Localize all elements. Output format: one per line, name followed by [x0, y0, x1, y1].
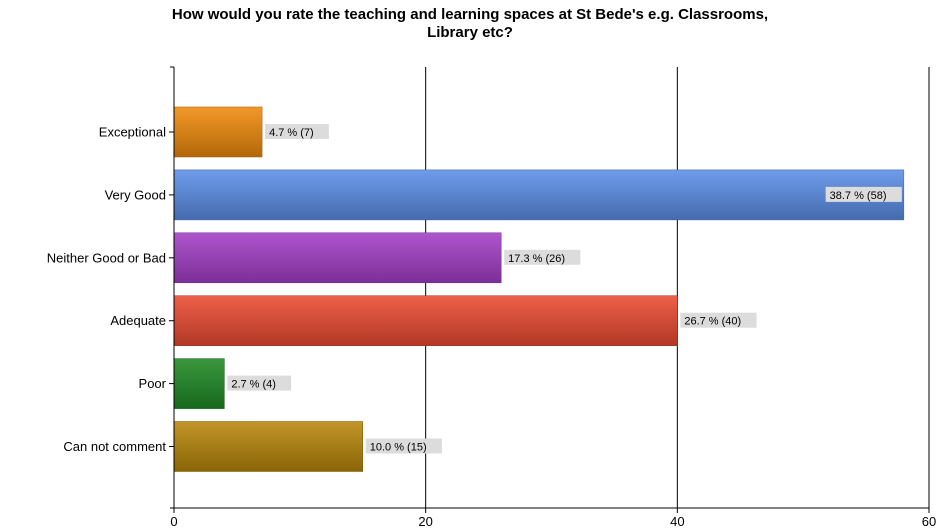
data-label-text: 17.3 % (26) — [508, 253, 565, 265]
data-label: 10.0 % (15) — [365, 438, 442, 454]
data-label-box — [365, 438, 442, 454]
data-label-text: 10.0 % (15) — [370, 442, 427, 454]
data-label: 2.7 % (4) — [227, 375, 292, 391]
data-label: 26.7 % (40) — [680, 312, 757, 328]
category-label: Very Good — [105, 187, 166, 202]
grid-lines — [425, 67, 930, 508]
bar — [173, 106, 263, 158]
data-label-box — [680, 312, 757, 328]
x-tick-label: 0 — [170, 514, 177, 529]
axes — [169, 66, 930, 513]
data-label-text: 26.7 % (40) — [684, 316, 741, 328]
bar — [173, 358, 225, 409]
bar — [173, 295, 678, 346]
chart-title-line-2: Library etc? — [427, 24, 513, 41]
category-label: Poor — [139, 376, 167, 391]
category-label: Can not comment — [63, 439, 166, 454]
category-label: Neither Good or Bad — [47, 250, 166, 265]
chart-title-line-1: How would you rate the teaching and lear… — [171, 6, 769, 23]
category-label: Exceptional — [99, 125, 166, 140]
data-label: 4.7 % (7) — [265, 124, 329, 139]
data-label-text: 38.7 % (58) — [830, 190, 887, 202]
data-label: 17.3 % (26) — [504, 249, 581, 265]
x-tick-label: 40 — [670, 514, 684, 529]
category-label: Adequate — [110, 313, 166, 328]
data-label-box — [504, 249, 581, 265]
data-label-box — [265, 124, 329, 139]
data-label-text: 4.7 % (7) — [269, 127, 314, 139]
bar — [173, 421, 363, 472]
data-label-text: 2.7 % (4) — [231, 379, 276, 391]
data-label-box — [227, 375, 292, 391]
labels: 0 20 40 60 Exceptional 4.7 % (7) Very Good 38.7… — [47, 124, 936, 529]
x-tick-label: 60 — [922, 514, 936, 529]
data-label-box — [825, 186, 902, 202]
x-tick-label: 20 — [418, 514, 432, 529]
bars — [173, 106, 905, 472]
chart-title: How would you rate the teaching and lear… — [0, 6, 940, 42]
data-label: 38.7 % (58) — [825, 186, 902, 202]
bar — [173, 169, 905, 221]
bar — [173, 232, 502, 284]
